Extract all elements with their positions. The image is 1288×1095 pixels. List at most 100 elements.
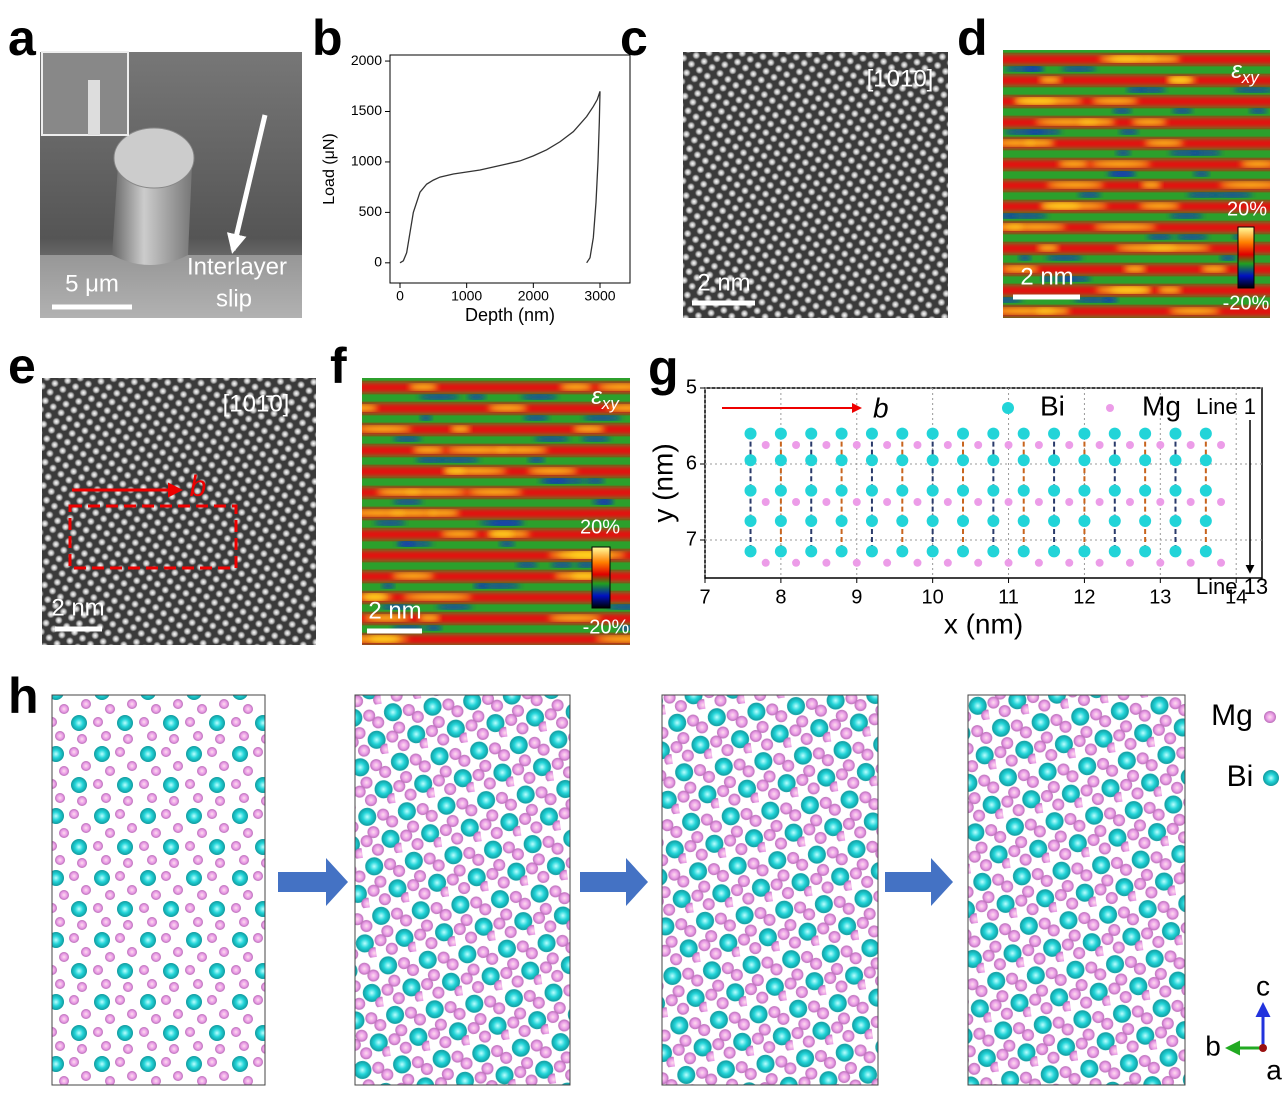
- point: [1048, 515, 1060, 527]
- point: [1078, 428, 1090, 440]
- point: [1109, 428, 1121, 440]
- map-spot: [1119, 130, 1138, 135]
- map-spot: [1018, 319, 1032, 324]
- map-spot: [355, 426, 412, 432]
- point: [1096, 559, 1104, 567]
- point: [775, 485, 787, 497]
- map-spot: [1240, 161, 1276, 167]
- point: [1139, 428, 1151, 440]
- point: [1126, 559, 1134, 567]
- x-tick-label: 2000: [518, 288, 549, 304]
- point: [762, 559, 770, 567]
- point: [1078, 454, 1090, 466]
- map-spot: [419, 395, 460, 400]
- colorbar-max: 20%: [1227, 198, 1267, 220]
- point: [775, 428, 787, 440]
- point: [1200, 515, 1212, 527]
- map-spot: [521, 395, 558, 400]
- point: [745, 545, 757, 557]
- map-spot: [446, 447, 511, 453]
- map-spot: [523, 416, 549, 421]
- colorbar: [1238, 227, 1254, 288]
- map-spot: [441, 531, 478, 537]
- axis-label: b: [1205, 1030, 1221, 1061]
- point: [987, 454, 999, 466]
- point: [1139, 515, 1151, 527]
- x-tick-label: 13: [1149, 586, 1171, 608]
- map-spot: [391, 573, 434, 579]
- map-spot: [1140, 182, 1161, 188]
- point: [1169, 485, 1181, 497]
- point: [1018, 545, 1030, 557]
- map-spot: [399, 542, 415, 547]
- legend-marker: [1264, 711, 1276, 723]
- plot-frame: [390, 55, 630, 283]
- map-spot: [1233, 88, 1274, 93]
- map-spot: [551, 563, 574, 568]
- point: [987, 515, 999, 527]
- point: [883, 441, 891, 449]
- map-spot: [1005, 67, 1043, 72]
- point: [1048, 428, 1060, 440]
- map-spot: [1172, 109, 1192, 114]
- map-spot: [1099, 56, 1144, 62]
- scale-label: 2 nm: [1020, 263, 1073, 290]
- map-spot: [1046, 256, 1083, 261]
- legend-marker: [1002, 402, 1014, 414]
- map-spot: [1061, 67, 1096, 72]
- map-spot: [1046, 182, 1104, 188]
- map-spot: [1095, 287, 1152, 293]
- x-tick-label: 0: [396, 288, 404, 304]
- arrow: [580, 858, 648, 906]
- map-spot: [534, 437, 570, 442]
- map-spot: [1037, 245, 1059, 251]
- supercell: [968, 695, 1185, 1085]
- point: [957, 515, 969, 527]
- point: [775, 545, 787, 557]
- map-spot: [488, 405, 528, 411]
- map-spot: [467, 489, 523, 495]
- point: [883, 559, 891, 567]
- point: [822, 441, 830, 449]
- axis-label: a: [1266, 1054, 1282, 1085]
- point: [805, 454, 817, 466]
- x-tick-label: 11: [998, 586, 1019, 608]
- load-curve: [400, 91, 600, 263]
- point: [1018, 515, 1030, 527]
- map-spot: [996, 224, 1024, 230]
- point: [896, 485, 908, 497]
- supercell: [52, 695, 265, 1085]
- annotation: Interlayer: [187, 253, 287, 280]
- map-spot: [446, 468, 507, 474]
- map-spot: [346, 405, 378, 411]
- map-spot: [1219, 182, 1282, 188]
- point: [1217, 441, 1225, 449]
- panel-label: f: [330, 338, 347, 394]
- legend-label: Mg: [1211, 699, 1253, 732]
- map-spot: [427, 647, 468, 652]
- point: [1048, 545, 1060, 557]
- point: [957, 545, 969, 557]
- point: [1169, 454, 1181, 466]
- point: [805, 485, 817, 497]
- point: [1048, 485, 1060, 497]
- subscript: xy: [601, 394, 621, 413]
- point: [1035, 498, 1043, 506]
- point: [974, 498, 982, 506]
- point: [987, 428, 999, 440]
- symbol: ε: [591, 383, 602, 410]
- map-spot: [1168, 308, 1220, 314]
- x-axis-label: x (nm): [944, 608, 1023, 639]
- map-spot: [340, 636, 409, 642]
- point: [1187, 441, 1195, 449]
- point: [853, 498, 861, 506]
- map-spot: [546, 479, 587, 484]
- point: [853, 441, 861, 449]
- symbol: ε: [1231, 57, 1242, 84]
- point: [1109, 545, 1121, 557]
- map-spot: [514, 647, 526, 652]
- point: [1035, 441, 1043, 449]
- point: [896, 454, 908, 466]
- map-spot: [1078, 193, 1101, 198]
- map-spot: [1147, 235, 1173, 240]
